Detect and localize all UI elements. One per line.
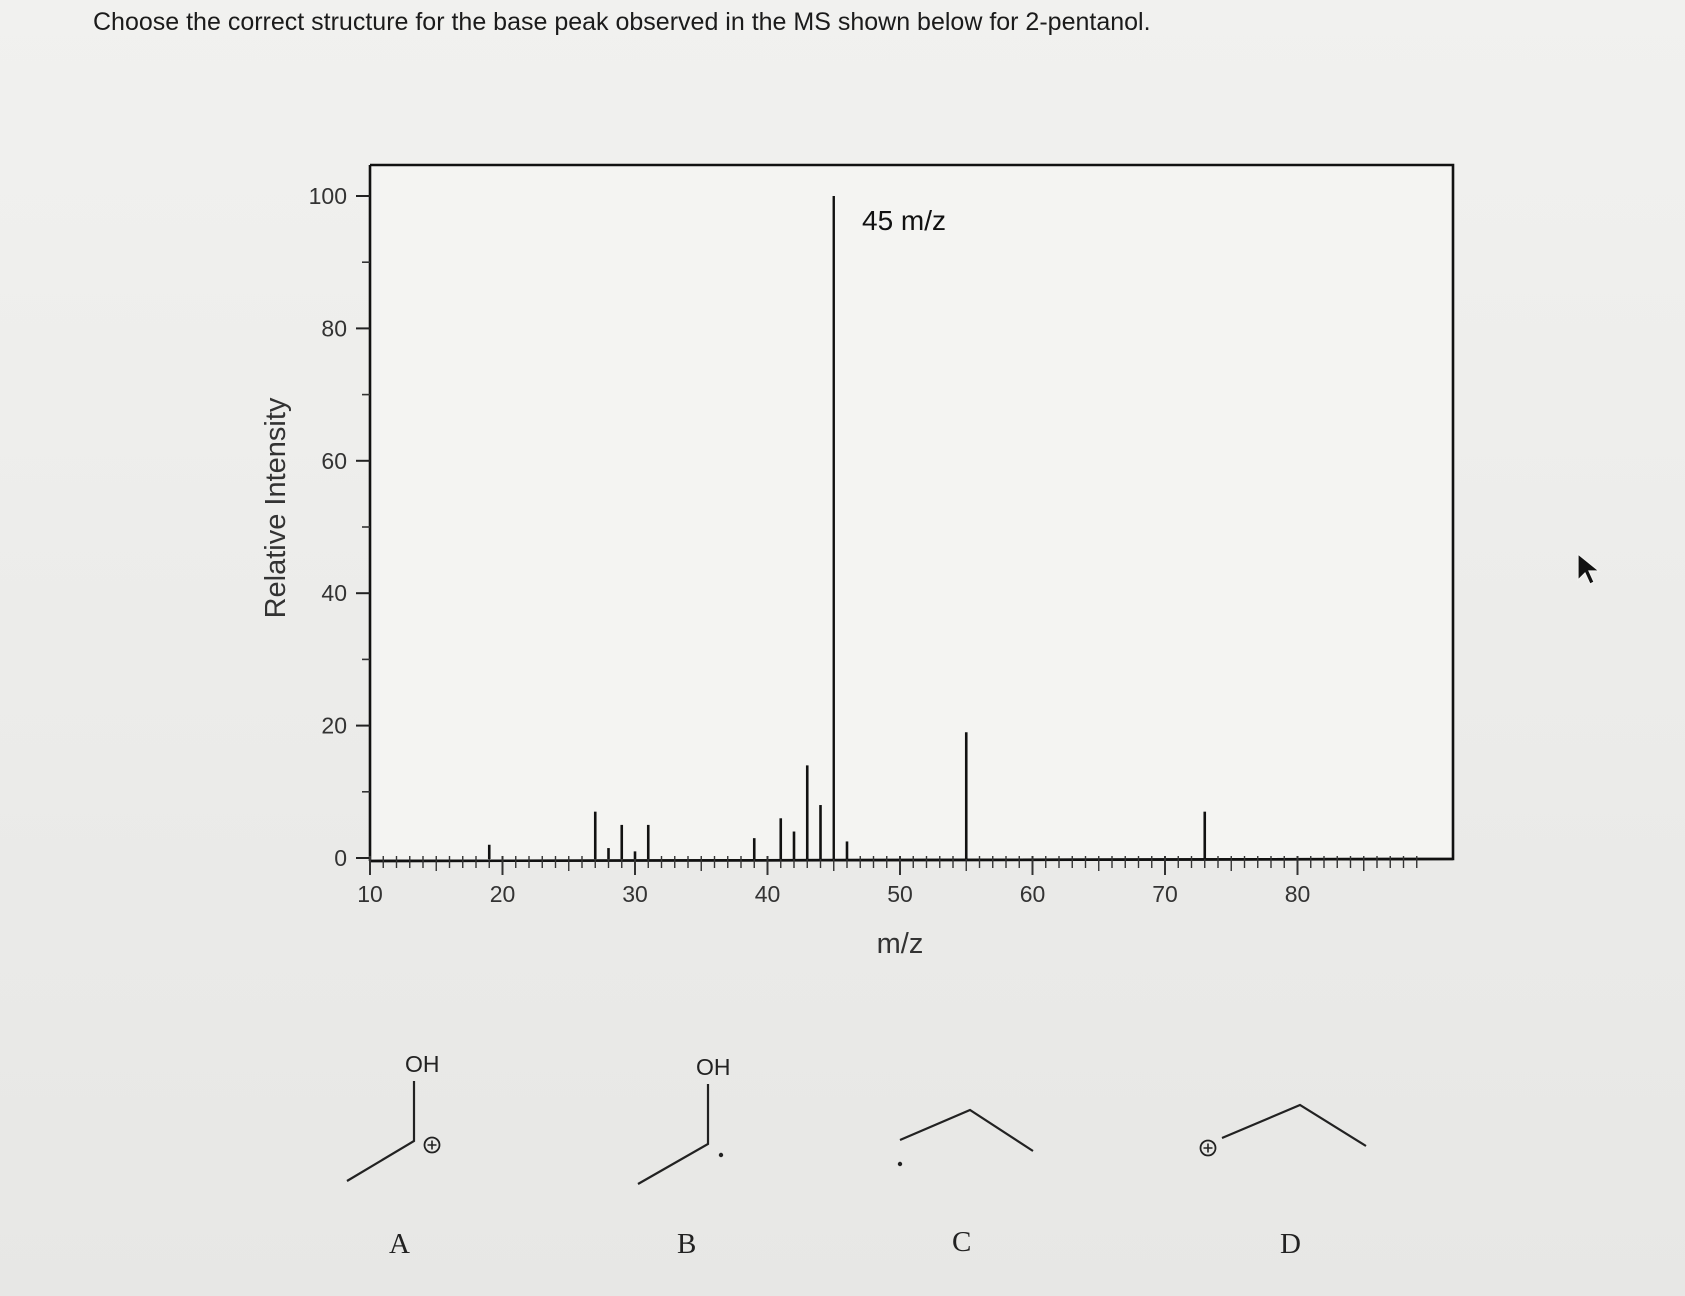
peak-series	[487, 196, 1207, 859]
x-tick-label: 40	[755, 881, 781, 907]
y-tick-label: 80	[321, 315, 347, 341]
choice-d-structure[interactable]: D	[1199, 1103, 1367, 1260]
base-peak-annotation: 45 m/z	[862, 205, 946, 236]
plus-circle-icon	[423, 1136, 441, 1154]
y-tick-label: 20	[321, 713, 347, 739]
choice-d-letter: D	[1280, 1228, 1301, 1260]
x-tick-label: 50	[887, 881, 913, 907]
x-tick-label: 60	[1020, 881, 1046, 907]
y-tick-label: 40	[321, 580, 347, 606]
question-text: Choose the correct structure for the bas…	[93, 8, 1151, 36]
y-tick-label: 100	[309, 183, 347, 209]
choice-a-bond-lines	[346, 1081, 416, 1182]
x-tick-label: 20	[490, 881, 516, 907]
choice-b-structure[interactable]: OH B	[637, 1054, 731, 1260]
choice-c-bond-lines	[899, 1108, 1034, 1152]
radical-dot-icon	[897, 1161, 903, 1167]
choice-c-structure[interactable]: C	[897, 1108, 1034, 1258]
x-tick-label: 80	[1285, 881, 1311, 907]
plus-circle-icon	[1199, 1139, 1217, 1157]
y-tick-label: 0	[334, 845, 347, 871]
choice-d-bond-lines	[1221, 1103, 1367, 1147]
choice-c-letter: C	[952, 1226, 971, 1258]
x-tick-label: 10	[357, 881, 383, 907]
mouse-cursor-icon	[1577, 552, 1601, 585]
choice-b-bond-lines	[637, 1084, 710, 1185]
x-axis-title: m/z	[877, 928, 924, 960]
y-tick-label: 60	[321, 448, 347, 474]
plot-border	[369, 163, 1455, 863]
choice-a-letter: A	[389, 1228, 410, 1260]
choice-b-letter: B	[677, 1228, 696, 1260]
choice-a-oh-label: OH	[405, 1051, 440, 1077]
x-tick-label: 70	[1152, 881, 1178, 907]
choice-b-oh-label: OH	[696, 1054, 731, 1080]
plot-frame	[368, 163, 1455, 863]
radical-dot-icon	[718, 1152, 724, 1158]
x-tick-label: 30	[622, 881, 648, 907]
x-axis: 10 20 30 40 50 60 70 80	[357, 856, 1418, 907]
x-axis-line	[369, 857, 1454, 863]
choice-a-structure[interactable]: OH A	[346, 1051, 441, 1260]
y-axis-title: Relative Intensity	[260, 397, 292, 618]
y-axis: 0 20 40 60 80 100	[309, 183, 370, 871]
